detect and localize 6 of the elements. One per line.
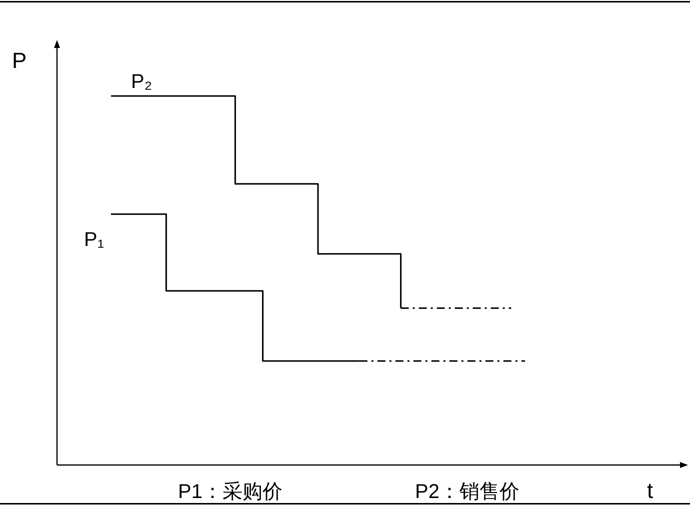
text: P1：采购价: [178, 481, 282, 503]
series-label: P₁: [84, 229, 104, 252]
text: t: [647, 478, 654, 503]
text: P2：销售价: [415, 481, 520, 503]
series-label: P₂: [131, 71, 152, 93]
y-axis-title: P: [12, 48, 27, 73]
